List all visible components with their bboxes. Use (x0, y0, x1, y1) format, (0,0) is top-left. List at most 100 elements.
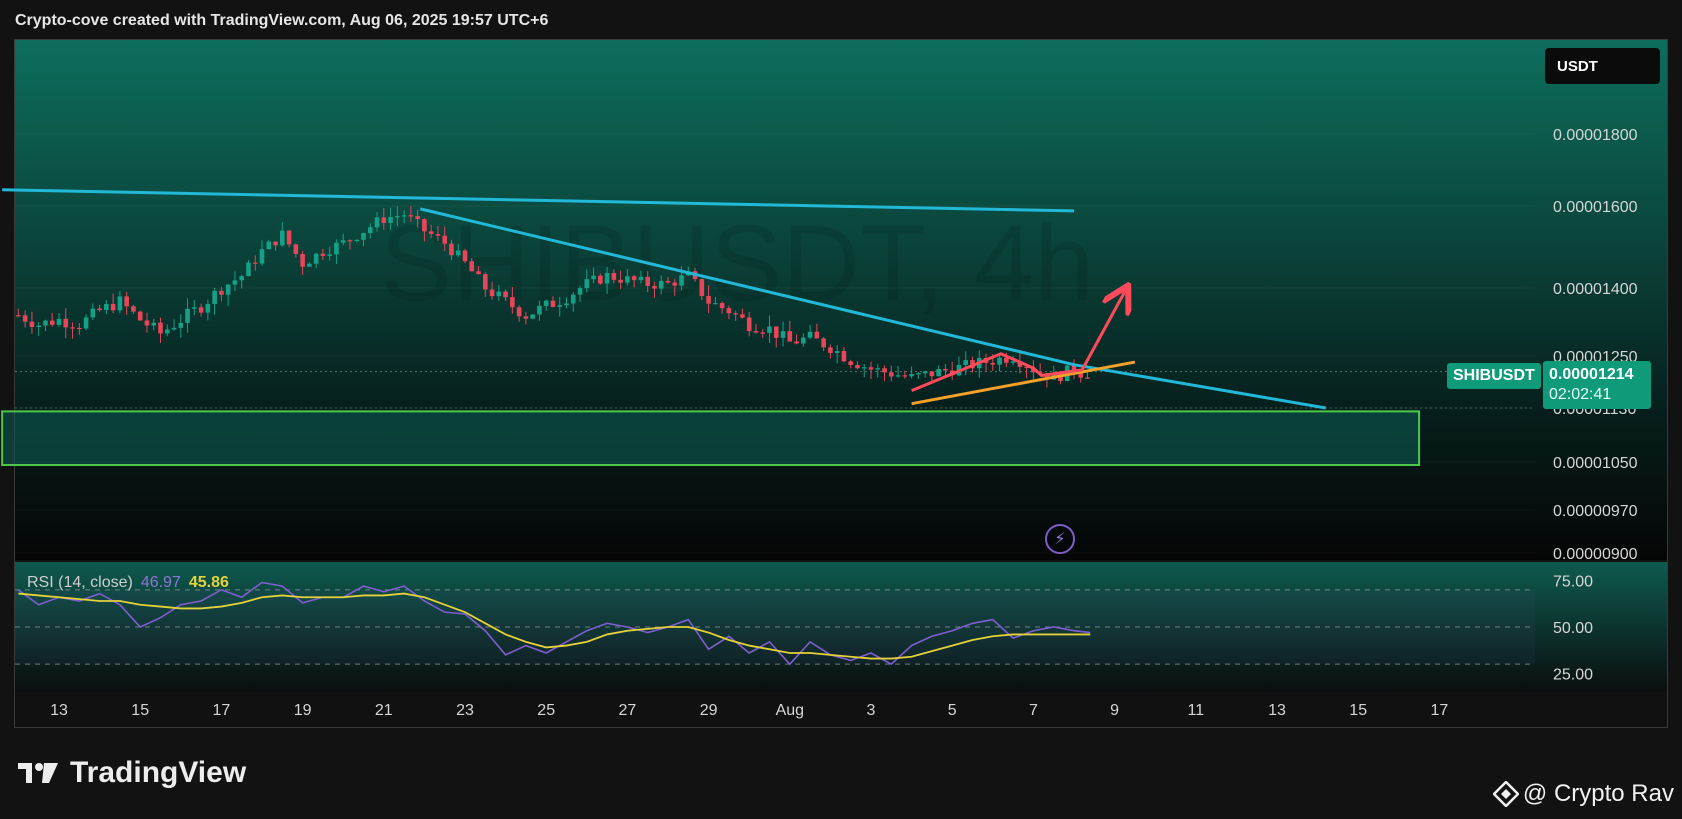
time-axis-label: 15 (1349, 702, 1367, 719)
candle-body (49, 320, 55, 325)
candle-body (401, 215, 407, 217)
candle-body (320, 253, 326, 256)
candle-body (570, 294, 576, 304)
candle-body (523, 316, 529, 319)
candle-body (171, 327, 177, 330)
candle-body (36, 325, 41, 327)
time-axis-label: Aug (776, 702, 804, 719)
candle-body (205, 303, 211, 313)
candle-body (936, 368, 941, 377)
candle-body (137, 311, 143, 321)
candle-body (1071, 365, 1077, 373)
candle-body (374, 217, 380, 228)
candle-body (821, 338, 826, 348)
time-axis-label: 7 (1029, 702, 1038, 719)
trendline[interactable] (419, 207, 1326, 410)
trendline[interactable] (2, 188, 1075, 213)
projection-arrow[interactable] (1080, 288, 1127, 371)
candle-body (185, 308, 190, 323)
candle-body (577, 288, 583, 295)
candle-body (882, 368, 887, 373)
candle-body (435, 234, 441, 236)
candle-body (895, 375, 901, 377)
candle-body (1031, 367, 1036, 373)
price-pattern-path[interactable] (911, 352, 1083, 393)
candle-body (361, 233, 366, 240)
candle-body (516, 307, 522, 317)
rsi-legend[interactable]: RSI (14, close) 46.97 45.86 (27, 574, 229, 592)
candle-body (672, 282, 678, 286)
price-axis-label: 0.00000900 (1553, 546, 1638, 563)
candle-body (564, 303, 569, 306)
candle-body (733, 313, 738, 315)
candle-body (855, 364, 860, 369)
candle-body (537, 305, 542, 315)
candle-body (462, 250, 468, 262)
candle-body (280, 230, 285, 246)
candle-body (713, 303, 718, 305)
candle-body (442, 235, 447, 244)
candle-body (598, 275, 603, 284)
candle-body (428, 231, 434, 235)
candle-body (476, 271, 481, 275)
candle-body (990, 362, 996, 365)
candle-body (252, 262, 258, 264)
candle-body (963, 360, 969, 365)
candle-body (814, 331, 820, 339)
candle-body (699, 279, 705, 297)
candle-body (313, 253, 319, 264)
candle-body (259, 249, 265, 264)
candle-body (638, 276, 644, 281)
rsi-line (17, 581, 1091, 666)
chart-header-text: Crypto-cove created with TradingView.com… (15, 12, 549, 29)
currency-selector[interactable]: USDT (1545, 48, 1660, 84)
candle-body (807, 331, 813, 338)
time-axis[interactable]: 13 15 17 19 21 23 25 27 29 Aug 3 5 7 9 11 13 15 17 (50, 702, 1448, 719)
candle-body (753, 331, 759, 333)
candle-body (543, 300, 549, 306)
candle-body (496, 291, 502, 297)
candle-body (658, 280, 664, 289)
candle-body (104, 303, 109, 311)
time-axis-label: 27 (619, 702, 637, 719)
credit-text: @ Crypto Rav (1522, 780, 1674, 807)
lightning-icon[interactable]: ⚡ (1045, 524, 1075, 554)
candle-body (286, 230, 292, 245)
candle-body (1004, 357, 1009, 363)
candle-body (841, 351, 847, 362)
candle-body (131, 306, 136, 312)
rising-support-line[interactable] (911, 360, 1136, 406)
candle-body (740, 314, 745, 318)
candle-body (584, 279, 590, 289)
candle-body (929, 371, 935, 377)
candle-body (631, 276, 637, 281)
candle-body (334, 242, 339, 255)
candle-body (158, 322, 163, 334)
candle-body (848, 361, 853, 365)
candle-body (83, 317, 89, 329)
candle-body (43, 320, 48, 326)
candle-body (1044, 373, 1050, 380)
support-zone-box[interactable] (1, 410, 1421, 466)
candle-body (706, 296, 711, 304)
candle-body (591, 275, 596, 280)
rsi-ma-line (18, 592, 1091, 660)
candle-body (347, 240, 353, 242)
candle-body (652, 285, 657, 289)
support-zone-layer (1, 410, 1421, 466)
symbol-watermark: SHIBUSDT, 4h (380, 202, 1094, 323)
candle-body (787, 331, 793, 342)
drawing-annotations[interactable] (2, 188, 1326, 410)
time-axis-label: 13 (50, 702, 68, 719)
candle-body (483, 274, 488, 290)
candle-body (611, 272, 617, 280)
chart-border (14, 39, 1668, 728)
candle-body (902, 375, 908, 377)
rsi-axis-label: 50.00 (1553, 620, 1593, 637)
candle-body (645, 276, 650, 286)
candle-body (943, 368, 948, 371)
candle-body (726, 308, 732, 314)
candle-body (395, 216, 400, 218)
price-axis-label: 0.00001800 (1553, 127, 1638, 144)
